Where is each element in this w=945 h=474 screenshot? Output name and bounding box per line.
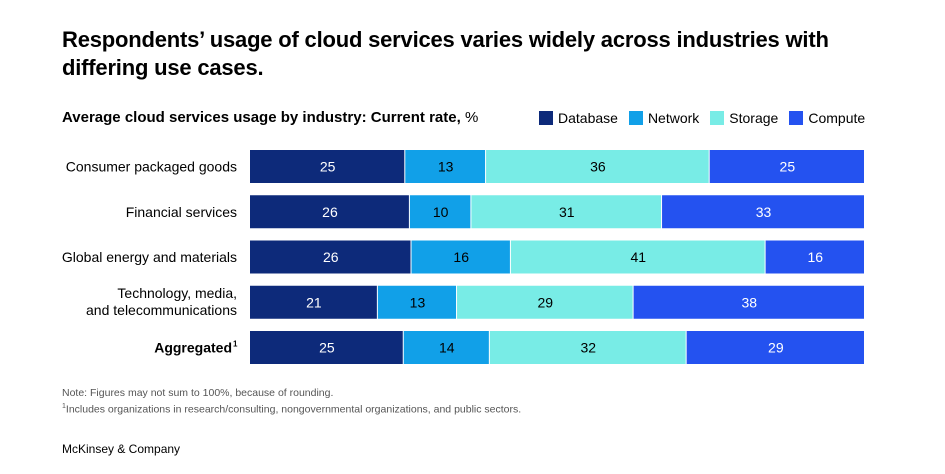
bar-segment-database — [250, 150, 405, 183]
category-label: Global energy and materials — [62, 249, 237, 265]
data-label: 13 — [438, 159, 454, 175]
chart-title: Average cloud services usage by industry… — [62, 109, 478, 126]
category-label: Technology, media, and telecommunications — [86, 285, 237, 318]
bar-segment-network — [411, 240, 510, 274]
bar-segment-database — [250, 331, 403, 364]
data-label: 38 — [742, 294, 758, 310]
data-label: 26 — [323, 249, 339, 265]
chart-notes: Note: Figures may not sum to 100%, becau… — [62, 387, 521, 417]
data-label: 21 — [306, 294, 322, 310]
legend-swatch-network — [628, 111, 643, 125]
legend-label-compute: Compute — [808, 110, 866, 126]
legend-swatch-storage — [710, 111, 725, 125]
data-label: 25 — [780, 159, 796, 175]
footnote-text: Includes organizations in research/consu… — [65, 403, 522, 416]
category-label: Aggregated — [154, 340, 232, 356]
data-label: 10 — [433, 204, 449, 220]
legend-item-compute: Compute — [789, 110, 865, 126]
brand-name: McKinsey & Company — [62, 442, 181, 456]
chart-title-text: Average cloud services usage by industry… — [62, 109, 461, 126]
category-footnote-mark: 1 — [233, 340, 238, 349]
data-label: 14 — [439, 340, 455, 356]
data-label: 29 — [538, 294, 554, 310]
note-footnote: 1Includes organizations in research/cons… — [62, 400, 521, 417]
bar-segment-network — [405, 150, 486, 183]
bar-segment-compute — [662, 195, 864, 229]
bar-segment-storage — [457, 285, 633, 319]
bar-segment-storage — [471, 195, 662, 229]
bar-segment-compute — [633, 285, 864, 319]
chart-unit: % — [464, 109, 479, 126]
data-label: 31 — [559, 204, 575, 220]
data-label: 25 — [320, 159, 336, 175]
data-label: 25 — [319, 340, 335, 356]
bar-segment-storage — [510, 240, 765, 274]
data-label: 16 — [808, 249, 824, 265]
legend-label-storage: Storage — [729, 110, 779, 126]
data-label: 16 — [453, 249, 469, 265]
chart-legend: Database Network Storage Compute — [539, 110, 865, 126]
bar-segment-storage — [486, 150, 709, 183]
legend-swatch-database — [539, 111, 553, 125]
bar-segment-compute — [686, 331, 864, 364]
legend-swatch-compute — [789, 111, 804, 125]
legend-item-network: Network — [628, 110, 700, 126]
category-label: Financial services — [126, 204, 237, 220]
page-headline: Respondents’ usage of cloud services var… — [62, 27, 829, 80]
data-label: 41 — [630, 249, 646, 265]
category-label: Consumer packaged goods — [66, 159, 237, 175]
legend-item-storage: Storage — [710, 110, 778, 126]
bar-segment-network — [377, 285, 457, 319]
legend-label-database: Database — [558, 110, 618, 126]
data-label: 32 — [580, 340, 596, 356]
data-label: 36 — [590, 159, 606, 175]
bar-segment-compute — [709, 150, 864, 183]
legend-item-database: Database — [539, 110, 618, 126]
bar-segment-compute — [765, 240, 864, 274]
bar-segment-database — [250, 285, 377, 319]
bar-segment-database — [250, 240, 411, 274]
data-label: 13 — [410, 294, 426, 310]
note-rounding: Note: Figures may not sum to 100%, becau… — [62, 387, 334, 399]
footnote-mark: 1 — [62, 403, 66, 410]
stacked-bar-chart: 25 13 36 25 Consumer packaged goods 26 10 31 33 F… — [62, 150, 864, 364]
legend-label-network: Network — [647, 110, 700, 126]
bar-segment-network — [403, 331, 489, 364]
bar-segment-database — [250, 195, 409, 229]
data-label: 33 — [756, 204, 772, 220]
data-label: 26 — [322, 204, 338, 220]
bar-segment-storage — [489, 331, 686, 364]
data-label: 29 — [768, 340, 784, 356]
bar-segment-network — [409, 195, 471, 229]
